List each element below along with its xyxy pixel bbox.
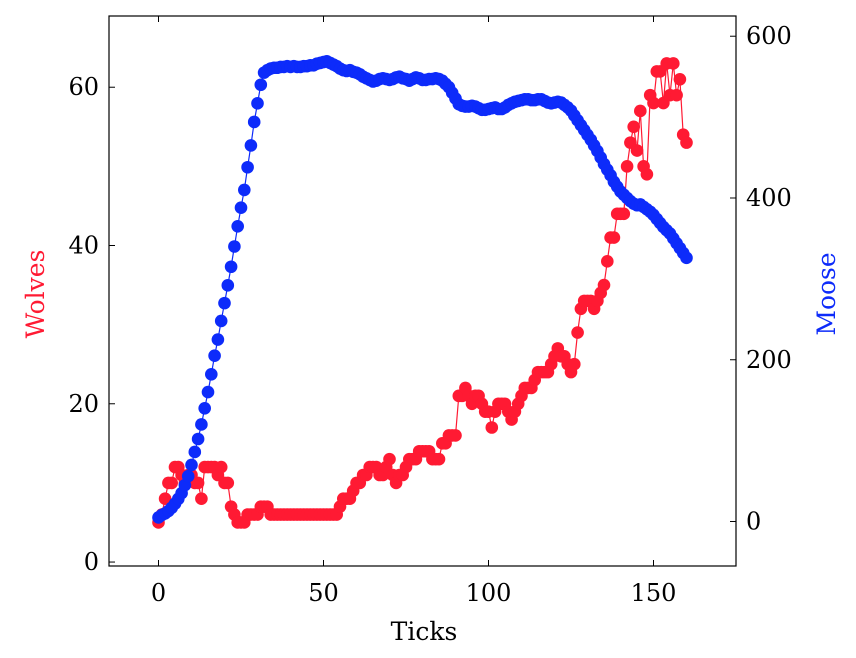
moose-point — [680, 251, 693, 265]
wolves-point — [165, 476, 178, 490]
wolves-point — [485, 421, 499, 434]
wolves-point — [601, 255, 614, 268]
wolves-point — [670, 88, 683, 102]
wolves-point — [680, 136, 693, 149]
wolves-point — [597, 278, 611, 292]
wolves-point — [195, 492, 208, 506]
wolves-point — [568, 357, 581, 371]
moose-point — [201, 385, 215, 399]
moose-point — [188, 445, 202, 459]
wolves-point — [667, 57, 680, 70]
y-left-tick-label: 0 — [84, 548, 99, 576]
y-left-tick-label: 40 — [68, 231, 99, 259]
moose-point — [198, 401, 211, 415]
wolves-point — [647, 96, 660, 110]
wolves-point — [673, 73, 687, 86]
moose-point — [234, 201, 248, 214]
moose-point — [244, 139, 258, 152]
y-right-tick-label: 200 — [746, 346, 792, 374]
x-tick-label: 150 — [631, 579, 677, 607]
moose-point — [218, 296, 231, 310]
y-right-tick-label: 0 — [746, 508, 761, 536]
moose-point — [228, 240, 241, 253]
wolves-point — [627, 120, 640, 134]
y-right-tick-label: 400 — [746, 184, 792, 212]
series-wolves — [152, 57, 693, 529]
wolves-point — [571, 326, 584, 339]
moose-point — [238, 183, 251, 197]
wolves-point — [383, 452, 396, 466]
wolves-point — [630, 144, 644, 157]
moose-point — [254, 78, 268, 92]
wolves-point — [640, 167, 654, 181]
x-tick-label: 50 — [308, 579, 339, 607]
plot-frame — [108, 15, 737, 567]
x-axis-label: Ticks — [391, 617, 458, 646]
wolves-point — [620, 160, 634, 173]
wolves-point — [432, 452, 446, 466]
moose-point — [181, 469, 195, 483]
moose-point — [208, 349, 221, 363]
moose-point — [191, 432, 205, 446]
moose-point — [241, 160, 254, 174]
x-tick-label: 100 — [466, 579, 512, 607]
moose-point — [247, 115, 261, 129]
series-moose — [152, 54, 693, 524]
moose-point — [211, 333, 225, 346]
y-right-tick-label: 600 — [746, 22, 792, 50]
y-axis-left-label: Wolves — [21, 250, 50, 339]
y-left-tick-label: 20 — [68, 390, 99, 418]
y-axis-right-label: Moose — [812, 252, 841, 335]
moose-point — [195, 418, 208, 431]
wolves-point — [158, 492, 172, 506]
moose-point — [185, 458, 198, 472]
wolves-point — [221, 476, 235, 490]
wolves-point — [607, 231, 621, 244]
moose-point — [251, 97, 264, 110]
wolves-point — [191, 476, 205, 490]
wolves-point — [449, 429, 462, 442]
wolves-point — [617, 207, 631, 221]
x-tick-label: 0 — [151, 579, 166, 607]
wolves-point — [214, 460, 228, 474]
wolves-point — [634, 104, 647, 118]
moose-point — [221, 279, 235, 292]
moose-point — [224, 260, 238, 274]
y-left-tick-label: 60 — [68, 73, 99, 101]
moose-point — [214, 314, 228, 328]
series-layer — [152, 54, 693, 529]
moose-point — [231, 219, 244, 233]
moose-point — [205, 368, 218, 381]
